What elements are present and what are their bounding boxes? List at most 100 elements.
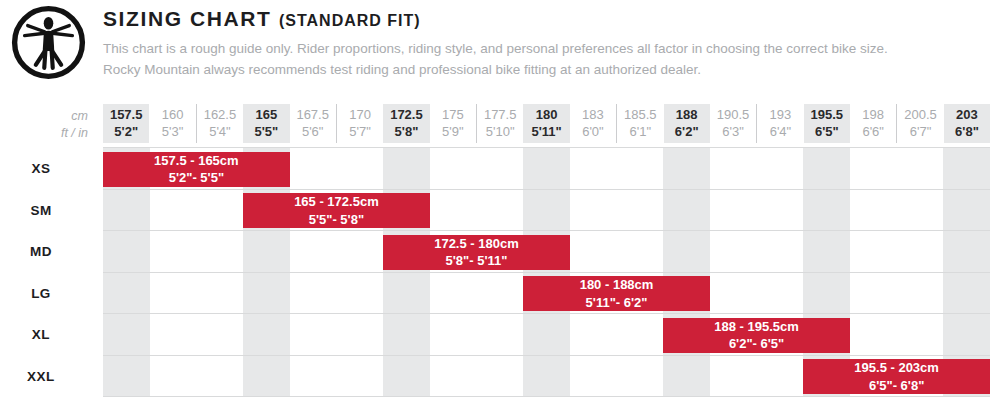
tick-ftin: 5'11" bbox=[523, 124, 569, 141]
tick-cm: 183 bbox=[570, 107, 616, 124]
range-cm-label: 195.5 - 203cm bbox=[803, 359, 990, 377]
sizing-chart: cm ft / in 157.55'2" 1605'3" 162.55'4" 1… bbox=[0, 104, 1000, 404]
height-tick-162-5: 162.55'4" bbox=[196, 104, 243, 143]
tick-ftin: 5'9" bbox=[430, 124, 476, 141]
size-range-bar-xl: 188 - 195.5cm 6'2"- 6'5" bbox=[663, 318, 850, 353]
height-tick-198: 1986'6" bbox=[850, 104, 896, 143]
range-cm-label: 180 - 188cm bbox=[523, 276, 710, 294]
chart-grid: 157.5 - 165cm 5'2"- 5'5" 165 - 172.5cm 5… bbox=[103, 147, 990, 397]
height-tick-190-5: 190.56'3" bbox=[710, 104, 756, 143]
size-row-xxl: 195.5 - 203cm 6'5"- 6'8" bbox=[103, 356, 990, 398]
tick-cm: 200.5 bbox=[897, 107, 943, 124]
tick-cm: 175 bbox=[430, 107, 476, 124]
tick-ftin: 5'6" bbox=[290, 124, 336, 141]
tick-ftin: 6'0" bbox=[570, 124, 616, 141]
size-label-lg: LG bbox=[0, 273, 82, 315]
tick-ftin: 6'6" bbox=[850, 124, 896, 141]
axis-unit-ftin: ft / in bbox=[0, 125, 88, 142]
tick-ftin: 5'10" bbox=[477, 124, 523, 141]
size-row-xs: 157.5 - 165cm 5'2"- 5'5" bbox=[103, 148, 990, 190]
tick-ftin: 5'5" bbox=[243, 124, 289, 141]
range-ftin-label: 5'5"- 5'8" bbox=[243, 211, 430, 229]
tick-ftin: 6'7" bbox=[897, 124, 943, 141]
size-range-bar-sm: 165 - 172.5cm 5'5"- 5'8" bbox=[243, 193, 430, 228]
tick-cm: 193 bbox=[757, 107, 803, 124]
size-label-xxl: XXL bbox=[0, 356, 82, 398]
range-cm-label: 172.5 - 180cm bbox=[383, 235, 570, 253]
tick-ftin: 6'4" bbox=[757, 124, 803, 141]
height-tick-203: 2036'8" bbox=[944, 104, 990, 143]
size-label-xl: XL bbox=[0, 314, 82, 356]
tick-ftin: 5'2" bbox=[103, 124, 149, 141]
range-cm-label: 157.5 - 165cm bbox=[103, 152, 290, 170]
tick-cm: 177.5 bbox=[477, 107, 523, 124]
disclaimer-line-1: This chart is a rough guide only. Rider … bbox=[103, 38, 983, 59]
disclaimer-line-2: Rocky Mountain always recommends test ri… bbox=[103, 59, 983, 80]
tick-cm: 185.5 bbox=[617, 107, 663, 124]
tick-ftin: 5'4" bbox=[197, 124, 243, 141]
page-title: SIZING CHART (STANDARD FIT) bbox=[103, 7, 983, 31]
range-ftin-label: 6'2"- 6'5" bbox=[663, 335, 850, 353]
tick-ftin: 6'8" bbox=[944, 124, 990, 141]
size-row-xl: 188 - 195.5cm 6'2"- 6'5" bbox=[103, 314, 990, 356]
height-tick-172-5: 172.55'8" bbox=[383, 104, 429, 143]
tick-ftin: 6'2" bbox=[664, 124, 710, 141]
size-range-bar-lg: 180 - 188cm 5'11"- 6'2" bbox=[523, 276, 710, 311]
size-rows: 157.5 - 165cm 5'2"- 5'5" 165 - 172.5cm 5… bbox=[103, 148, 990, 397]
tick-cm: 203 bbox=[944, 107, 990, 124]
height-tick-180: 1805'11" bbox=[523, 104, 569, 143]
size-label-xs: XS bbox=[0, 148, 82, 190]
height-tick-165: 1655'5" bbox=[243, 104, 289, 143]
height-tick-188: 1886'2" bbox=[664, 104, 710, 143]
range-cm-label: 188 - 195.5cm bbox=[663, 318, 850, 336]
tick-cm: 198 bbox=[850, 107, 896, 124]
range-ftin-label: 6'5"- 6'8" bbox=[803, 377, 990, 395]
tick-cm: 162.5 bbox=[197, 107, 243, 124]
range-ftin-label: 5'2"- 5'5" bbox=[103, 169, 290, 187]
size-range-bar-xs: 157.5 - 165cm 5'2"- 5'5" bbox=[103, 152, 290, 187]
vitruvian-person-icon bbox=[10, 4, 87, 81]
size-range-bar-md: 172.5 - 180cm 5'8"- 5'11" bbox=[383, 235, 570, 270]
tick-cm: 172.5 bbox=[383, 107, 429, 124]
height-tick-175: 1755'9" bbox=[430, 104, 476, 143]
range-ftin-label: 5'8"- 5'11" bbox=[383, 252, 570, 270]
title-block: SIZING CHART (STANDARD FIT) This chart i… bbox=[103, 7, 983, 80]
height-tick-195-5: 195.56'5" bbox=[804, 104, 850, 143]
page-title-suffix: (STANDARD FIT) bbox=[279, 12, 421, 29]
tick-cm: 165 bbox=[243, 107, 289, 124]
height-axis-header: 157.55'2" 1605'3" 162.55'4" 1655'5" 167.… bbox=[103, 104, 990, 143]
tick-ftin: 6'3" bbox=[710, 124, 756, 141]
height-tick-193: 1936'4" bbox=[756, 104, 803, 143]
axis-unit-cm: cm bbox=[0, 108, 88, 125]
tick-ftin: 5'3" bbox=[149, 124, 195, 141]
tick-cm: 167.5 bbox=[290, 107, 336, 124]
tick-cm: 160 bbox=[149, 107, 195, 124]
size-row-sm: 165 - 172.5cm 5'5"- 5'8" bbox=[103, 190, 990, 232]
height-tick-200-5: 200.56'7" bbox=[896, 104, 943, 143]
tick-cm: 170 bbox=[337, 107, 383, 124]
size-label-column: XS SM MD LG XL XXL bbox=[0, 148, 82, 397]
tick-ftin: 6'1" bbox=[617, 124, 663, 141]
range-ftin-label: 5'11"- 6'2" bbox=[523, 294, 710, 312]
page-title-main: SIZING CHART bbox=[103, 7, 272, 30]
tick-cm: 195.5 bbox=[804, 107, 850, 124]
size-label-sm: SM bbox=[0, 190, 82, 232]
tick-ftin: 5'8" bbox=[383, 124, 429, 141]
size-row-lg: 180 - 188cm 5'11"- 6'2" bbox=[103, 273, 990, 315]
height-tick-167-5: 167.55'6" bbox=[290, 104, 336, 143]
axis-unit-labels: cm ft / in bbox=[0, 108, 88, 142]
height-tick-170: 1705'7" bbox=[336, 104, 383, 143]
tick-ftin: 5'7" bbox=[337, 124, 383, 141]
tick-cm: 180 bbox=[523, 107, 569, 124]
height-tick-177-5: 177.55'10" bbox=[476, 104, 523, 143]
range-cm-label: 165 - 172.5cm bbox=[243, 193, 430, 211]
height-tick-185-5: 185.56'1" bbox=[616, 104, 663, 143]
size-label-md: MD bbox=[0, 231, 82, 273]
height-tick-160: 1605'3" bbox=[149, 104, 195, 143]
size-range-bar-xxl: 195.5 - 203cm 6'5"- 6'8" bbox=[803, 359, 990, 394]
size-row-md: 172.5 - 180cm 5'8"- 5'11" bbox=[103, 231, 990, 273]
tick-cm: 157.5 bbox=[103, 107, 149, 124]
tick-cm: 190.5 bbox=[710, 107, 756, 124]
height-tick-157-5: 157.55'2" bbox=[103, 104, 149, 143]
tick-ftin: 6'5" bbox=[804, 124, 850, 141]
